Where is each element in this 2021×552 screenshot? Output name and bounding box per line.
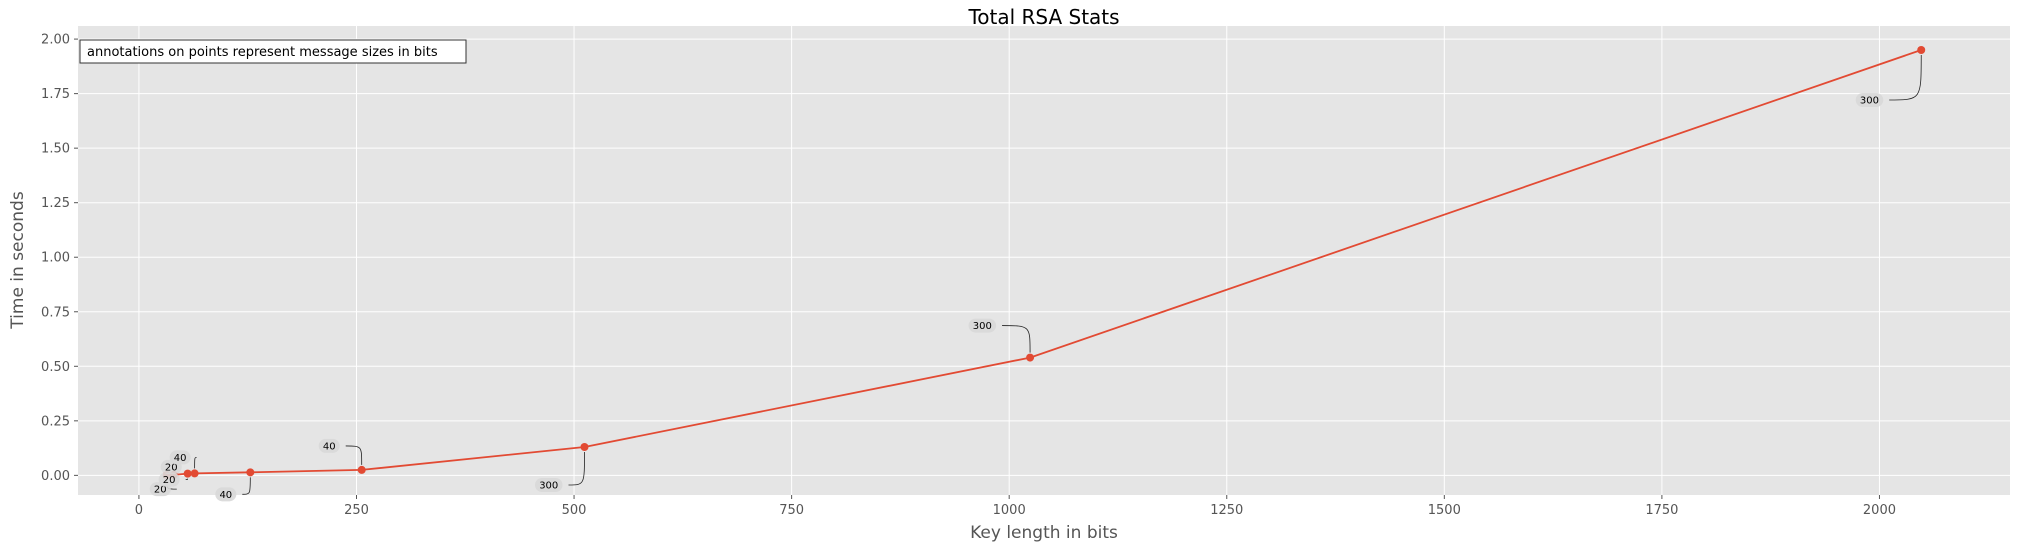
y-tick-label: 1.75 (41, 87, 70, 102)
annotation-arrow (345, 445, 363, 465)
data-point (246, 468, 255, 477)
annotation-bubble (169, 450, 191, 465)
annotation-bubble (1855, 92, 1884, 107)
x-tick-label: 1500 (1428, 503, 1461, 518)
annotation-bubble (158, 472, 180, 487)
y-tick-label: 0.75 (41, 305, 70, 320)
data-point (1917, 45, 1926, 54)
annotation-bubble (968, 318, 997, 333)
annotation-arrow (568, 452, 585, 486)
x-axis-label: Key length in bits (970, 523, 1118, 543)
y-axis-label: Time in seconds (8, 191, 28, 330)
x-tick-label: 0 (135, 503, 143, 518)
annotation-arrow (1002, 325, 1031, 353)
y-tick-label: 0.00 (41, 469, 70, 484)
data-point (183, 469, 192, 478)
annotation-label: 20 (154, 485, 167, 496)
data-point (190, 469, 199, 478)
chart-title: Total RSA Stats (967, 5, 1119, 29)
x-tick-label: 1000 (993, 503, 1026, 518)
y-tick-labels: 0.00 0.25 0.50 0.75 1.00 1.25 1.50 1.75 2.00 (41, 33, 78, 484)
grid (78, 26, 2010, 495)
x-tick-labels: 0 250 500 750 1000 1250 1500 1750 2000 (135, 495, 1896, 518)
annotation-label: 20 (165, 462, 178, 473)
y-tick-label: 1.00 (41, 251, 70, 266)
data-point (357, 465, 366, 474)
annotation-label: 300 (539, 481, 558, 492)
annotation-bubble (215, 487, 237, 502)
annotation-bubble (534, 478, 563, 493)
y-tick-label: 0.50 (41, 360, 70, 375)
x-tick-label: 2000 (1863, 503, 1896, 518)
plot-background (78, 26, 2010, 495)
data-point (1026, 353, 1035, 362)
annotation-label: 20 (163, 475, 176, 486)
x-tick-label: 500 (562, 503, 587, 518)
y-tick-label: 1.50 (41, 142, 70, 157)
y-tick-label: 1.25 (41, 196, 70, 211)
annotation-label: 40 (174, 453, 187, 464)
x-tick-label: 1750 (1645, 503, 1678, 518)
annotation-arrow (242, 477, 251, 495)
y-tick-label: 0.25 (41, 414, 70, 429)
annotation-arrow (194, 457, 197, 469)
data-point (580, 443, 589, 452)
x-tick-label: 250 (344, 503, 369, 518)
annotation-label: 40 (219, 490, 232, 501)
note-box (79, 39, 467, 64)
annotation-label: 300 (973, 321, 992, 332)
y-tick-label: 2.00 (41, 33, 70, 48)
annotation-arrow (185, 478, 189, 481)
note-text: annotations on points represent message … (87, 45, 438, 60)
x-tick-label: 1250 (1210, 503, 1243, 518)
x-tick-label: 750 (779, 503, 804, 518)
annotation-label: 40 (323, 441, 336, 452)
annotation-bubble (318, 438, 340, 453)
annotation-arrow (1889, 54, 1922, 101)
annotation-label: 300 (1860, 95, 1879, 106)
